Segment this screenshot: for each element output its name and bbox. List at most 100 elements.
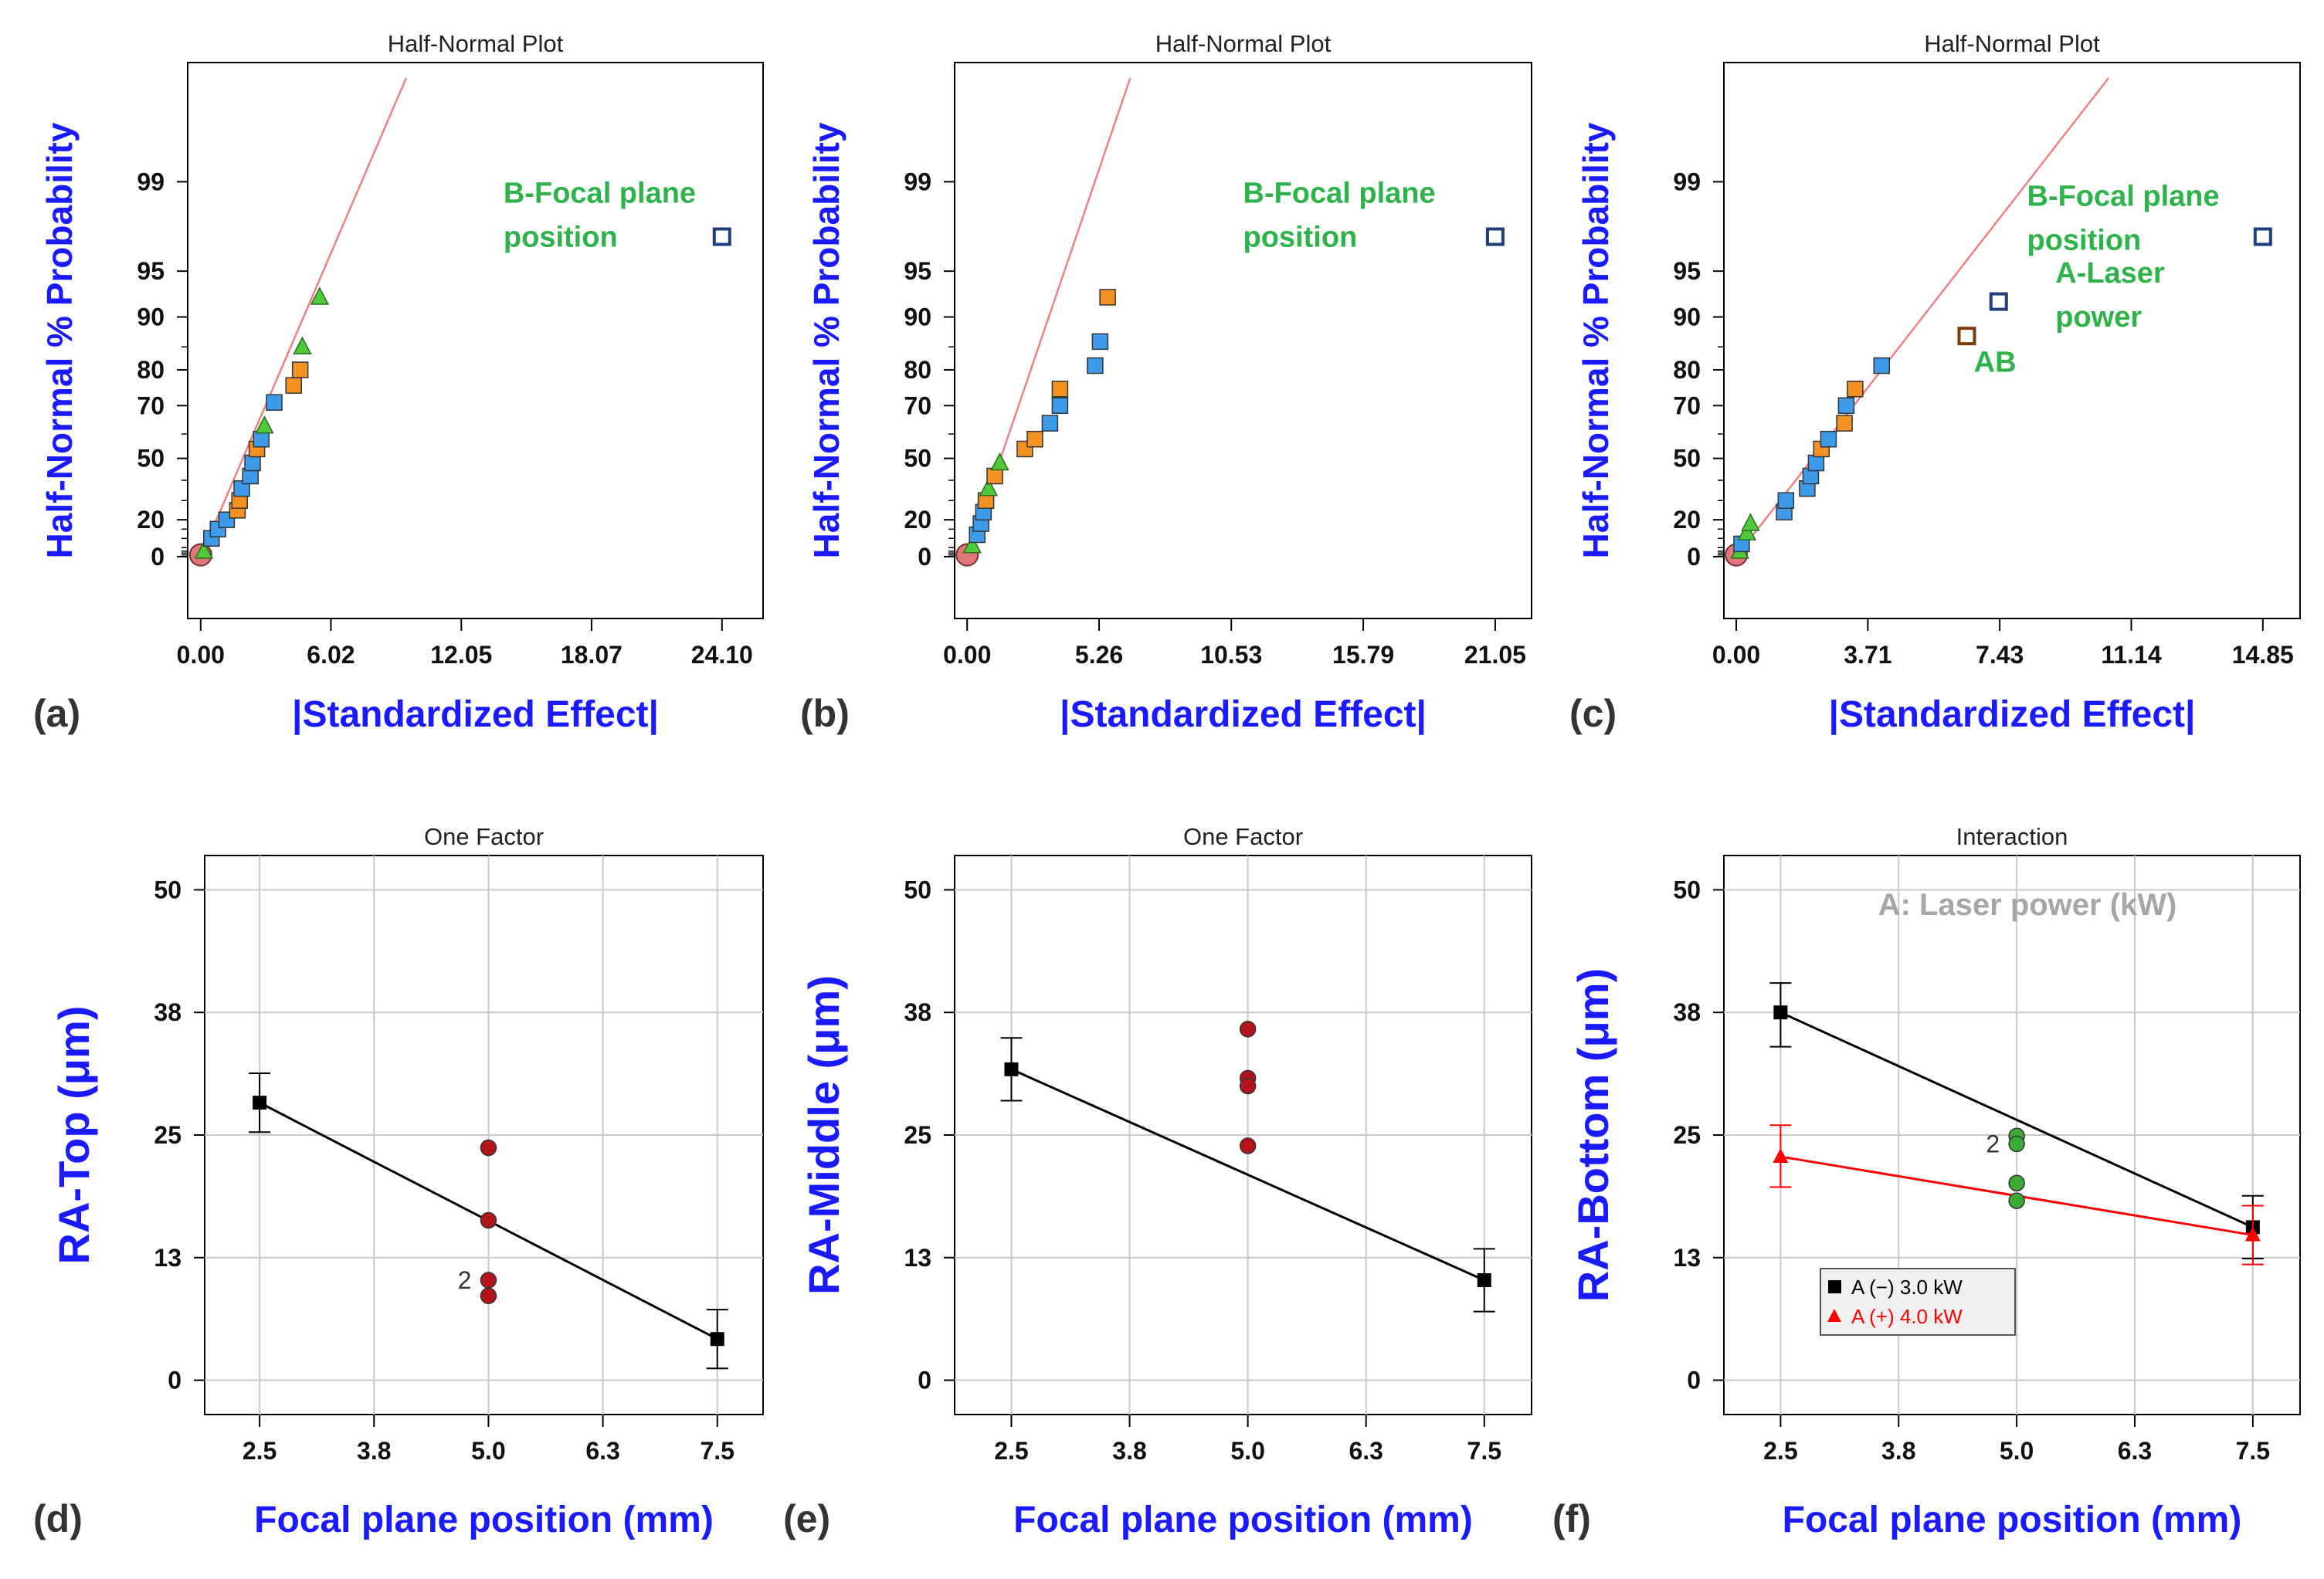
y-tick-label: 99 xyxy=(1673,168,1701,195)
x-axis-label: |Standardized Effect| xyxy=(292,694,659,735)
x-axis-label: |Standardized Effect| xyxy=(1829,694,2196,735)
chart-title: Half-Normal Plot xyxy=(388,30,564,57)
chart-title: One Factor xyxy=(1183,823,1303,850)
data-point-square xyxy=(1041,415,1059,432)
design-point xyxy=(480,1272,497,1289)
y-tick-label: 38 xyxy=(1673,998,1701,1026)
panel-label: (e) xyxy=(783,1497,830,1540)
y-tick-label: 50 xyxy=(1673,876,1701,903)
y-tick-label: 80 xyxy=(1673,356,1701,384)
y-tick-label: 99 xyxy=(904,168,931,195)
y-tick-label: 70 xyxy=(137,391,165,419)
x-tick-label: 6.3 xyxy=(1349,1437,1383,1465)
y-tick-label: 50 xyxy=(154,876,182,903)
data-point-triangle xyxy=(1741,513,1760,531)
data-point-square xyxy=(1099,289,1116,306)
data-point-square xyxy=(1051,397,1069,415)
legend: A (−) 3.0 kW A (+) 4.0 kW xyxy=(1820,1268,2016,1336)
data-point-square xyxy=(1847,381,1864,398)
x-tick-label: 5.0 xyxy=(471,1437,505,1465)
legend-label: A (+) 4.0 kW xyxy=(1851,1305,1963,1328)
data-point-square xyxy=(1485,227,1505,246)
panel-c: Half-Normal Plot 0.00 3.71 7.43 11.14 14.85 0 2… xyxy=(1569,30,2301,735)
y-tick-label: 95 xyxy=(137,257,165,285)
x-tick-label: 3.8 xyxy=(1112,1437,1146,1465)
x-tick-label: 0.00 xyxy=(943,641,991,669)
x-tick-label: 2.5 xyxy=(994,1437,1028,1465)
y-tick-label: 20 xyxy=(137,506,165,534)
y-tick-label: 80 xyxy=(904,356,931,384)
series-line xyxy=(1779,1011,2254,1228)
x-axis-label: Focal plane position (mm) xyxy=(1013,1499,1473,1540)
y-tick-label: 0 xyxy=(918,543,931,571)
data-point-square xyxy=(1820,430,1837,448)
x-tick-label: 5.0 xyxy=(1230,1437,1264,1465)
data-point-square xyxy=(1837,397,1855,415)
design-point xyxy=(1239,1021,1257,1038)
data-point-square xyxy=(1777,492,1795,510)
y-tick-label: 70 xyxy=(904,391,931,419)
data-point-square xyxy=(1836,415,1853,432)
design-point xyxy=(1239,1137,1257,1154)
series-line xyxy=(1010,1068,1485,1282)
data-point-triangle xyxy=(194,540,214,559)
y-tick-label: 0 xyxy=(1687,543,1701,571)
x-tick-label: 24.10 xyxy=(691,641,753,669)
chart-title: One Factor xyxy=(424,823,544,850)
x-tick-label: 2.5 xyxy=(243,1437,277,1465)
y-tick-label: 13 xyxy=(154,1244,182,1272)
x-tick-label: 2.5 xyxy=(1763,1437,1797,1465)
data-point-triangle xyxy=(1737,522,1757,540)
data-point-triangle xyxy=(293,336,312,354)
data-point-square xyxy=(986,467,1003,485)
x-tick-label: 10.53 xyxy=(1200,641,1262,669)
data-point-triangle xyxy=(990,452,1009,471)
data-point-square xyxy=(712,227,731,246)
panel-label: (a) xyxy=(33,692,80,735)
panel-e: One Factor 2.5 3.8 5.0 6.3 7.5 0 13 25 38 50 Focal … xyxy=(783,823,1532,1540)
plot-frame xyxy=(187,62,764,619)
x-axis-label: Focal plane position (mm) xyxy=(1783,1499,2242,1540)
annotation: AB xyxy=(1974,347,2017,379)
y-tick-label: 20 xyxy=(904,506,931,534)
design-point xyxy=(2008,1135,2025,1153)
annotation: B-Focal plane position xyxy=(1243,177,1436,253)
y-tick-label: 90 xyxy=(904,303,931,331)
y-tick-label: 0 xyxy=(1687,1367,1701,1394)
data-point-square xyxy=(1989,292,2008,311)
data-point-square xyxy=(1957,327,1976,346)
y-tick-label: 95 xyxy=(1673,257,1701,285)
data-point-triangle xyxy=(255,415,274,434)
design-point xyxy=(2008,1192,2025,1209)
design-point xyxy=(2008,1174,2025,1191)
x-tick-label: 7.5 xyxy=(2236,1437,2270,1465)
panel-label: (b) xyxy=(800,692,850,735)
data-point-square xyxy=(266,394,283,411)
annotation: B-Focal plane position xyxy=(2027,181,2220,257)
chart-title: Half-Normal Plot xyxy=(1155,30,1332,57)
data-point-square xyxy=(1051,381,1069,398)
design-point xyxy=(480,1211,497,1229)
y-tick-label: 38 xyxy=(154,998,182,1026)
x-tick-label: 3.71 xyxy=(1844,641,1891,669)
data-point-square xyxy=(291,361,309,378)
legend-label: A (−) 3.0 kW xyxy=(1851,1276,1963,1299)
x-tick-label: 0.00 xyxy=(1712,641,1760,669)
y-tick-label: 50 xyxy=(137,445,165,473)
data-point-square xyxy=(1807,454,1825,472)
y-tick-label: 20 xyxy=(1673,506,1701,534)
data-point-square xyxy=(253,430,270,448)
data-point-square xyxy=(285,377,302,394)
y-tick-label: 25 xyxy=(904,1121,931,1149)
x-tick-label: 0.00 xyxy=(177,641,225,669)
series-marker-square xyxy=(1773,1005,1788,1020)
panel-b: Half-Normal Plot 0.00 5.26 10.53 15.79 21.05 0… xyxy=(800,30,1532,735)
data-point-square xyxy=(244,454,261,472)
y-tick-label: 38 xyxy=(904,998,931,1026)
y-tick-label: 99 xyxy=(137,168,165,195)
x-tick-label: 11.14 xyxy=(2101,641,2162,669)
design-point xyxy=(1239,1077,1257,1095)
series-marker-square xyxy=(710,1332,724,1347)
x-tick-label: 5.26 xyxy=(1075,641,1123,669)
y-tick-label: 80 xyxy=(137,356,165,384)
